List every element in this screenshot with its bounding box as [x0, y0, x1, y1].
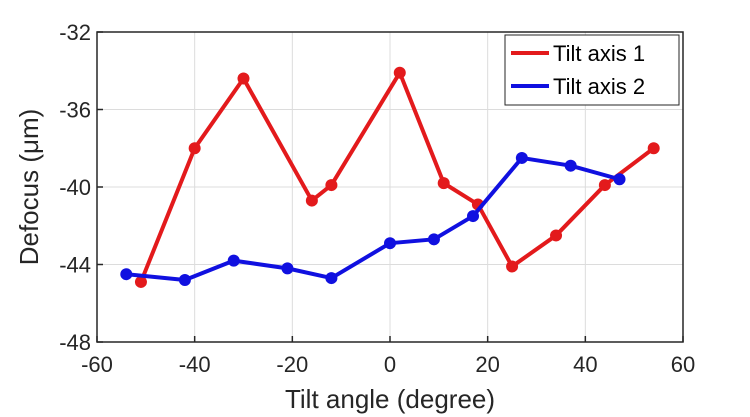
x-tick-label: -60	[81, 352, 113, 377]
y-tick-label: -36	[59, 98, 91, 123]
data-point-tilt-axis-1	[237, 72, 250, 85]
x-tick-label: -20	[276, 352, 308, 377]
x-axis-title: Tilt angle (degree)	[285, 384, 495, 414]
data-point-tilt-axis-1	[437, 177, 450, 190]
x-tick-label: 0	[384, 352, 396, 377]
x-tick-label: -40	[179, 352, 211, 377]
legend-label-tilt-axis-1: Tilt axis 1	[553, 41, 645, 66]
y-tick-label: -44	[59, 253, 91, 278]
data-point-tilt-axis-1	[647, 142, 660, 155]
data-point-tilt-axis-1	[188, 142, 201, 155]
data-point-tilt-axis-1	[598, 179, 611, 192]
legend: Tilt axis 1 Tilt axis 2	[504, 34, 680, 106]
data-point-tilt-axis-1	[506, 260, 519, 273]
legend-box	[504, 34, 680, 106]
data-point-tilt-axis-2	[384, 237, 396, 250]
data-point-tilt-axis-1	[325, 179, 338, 192]
x-tick-label: 40	[573, 352, 597, 377]
data-point-tilt-axis-2	[120, 268, 133, 281]
data-point-tilt-axis-1	[134, 275, 147, 288]
series-line-tilt-axis-2	[126, 155, 621, 282]
data-point-tilt-axis-1	[393, 66, 406, 79]
series	[120, 66, 660, 288]
x-tick-label: 60	[671, 352, 695, 377]
data-point-tilt-axis-2	[613, 173, 626, 186]
data-point-tilt-axis-2	[281, 262, 294, 275]
data-point-tilt-axis-2	[325, 272, 338, 285]
data-point-tilt-axis-2	[427, 233, 440, 246]
x-tick-label: 20	[475, 352, 499, 377]
y-tick-label: -32	[59, 20, 91, 45]
y-tick-label: -48	[59, 330, 91, 355]
data-point-tilt-axis-2	[467, 210, 480, 223]
data-point-tilt-axis-2	[227, 254, 240, 267]
series-line-tilt-axis-1	[139, 70, 655, 283]
y-axis-title: Defocus (μm)	[14, 109, 44, 266]
axis-ticks: -60 -40 -20 0 20 40 60 -48 -44 -40 -36 -32	[59, 20, 695, 377]
legend-label-tilt-axis-2: Tilt axis 2	[553, 74, 645, 99]
data-point-tilt-axis-2	[515, 151, 528, 164]
series-tilt-axis-2	[120, 151, 626, 286]
y-tick-label: -40	[59, 175, 91, 200]
data-point-tilt-axis-1	[550, 229, 563, 242]
data-point-tilt-axis-2	[178, 274, 191, 286]
data-point-tilt-axis-2	[564, 159, 577, 172]
data-point-tilt-axis-1	[305, 194, 318, 207]
